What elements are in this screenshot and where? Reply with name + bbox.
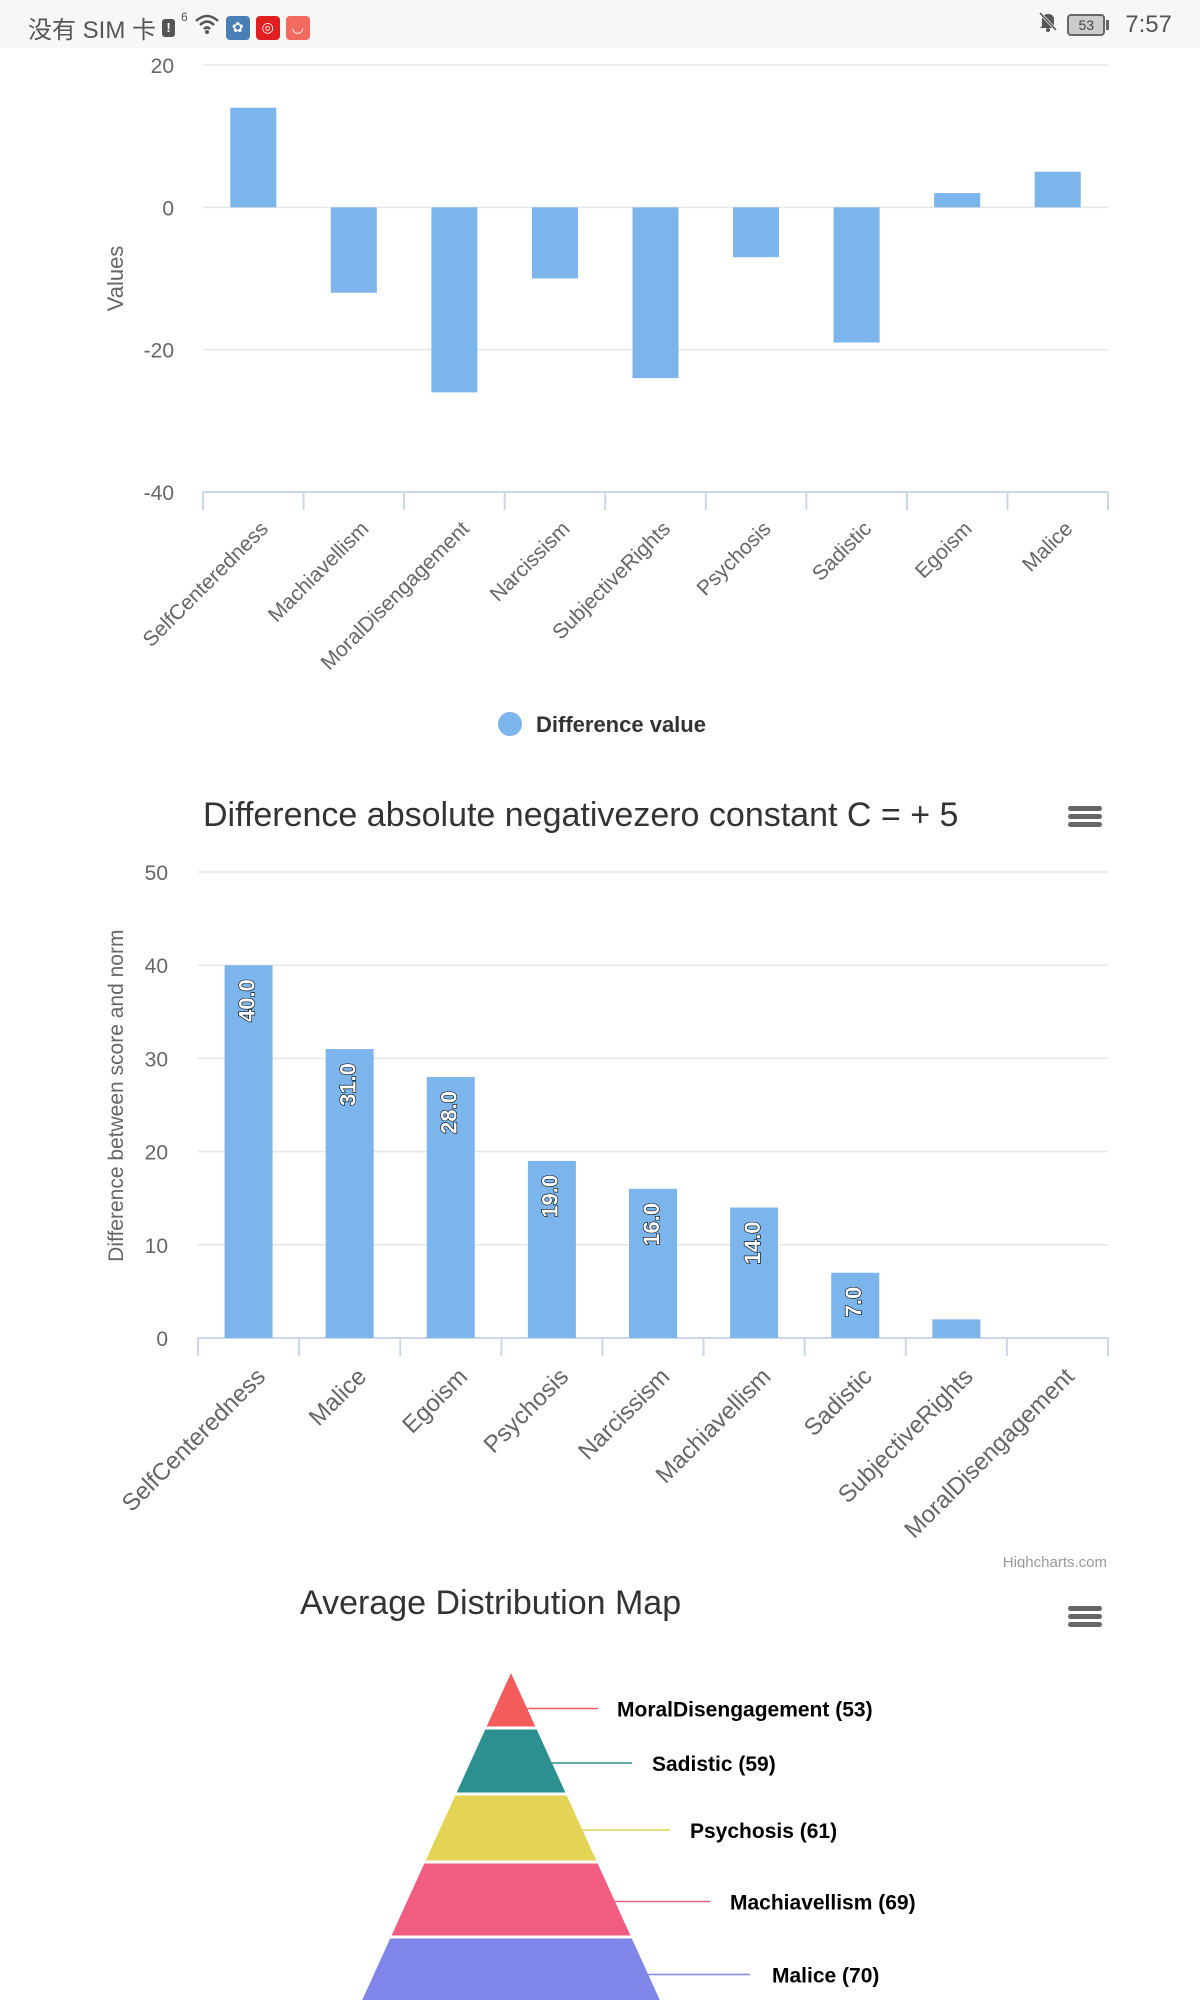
pyramid-label: Sadistic (59) xyxy=(652,1753,776,1776)
chart-title: Average Distribution Map xyxy=(300,1584,681,1622)
bar-SubjectiveRights xyxy=(632,207,679,379)
y-tick-label: -20 xyxy=(144,340,174,363)
x-tick-label: Sadistic xyxy=(799,1363,878,1442)
bar-Egoism xyxy=(934,193,981,208)
y-tick-label: 20 xyxy=(145,1142,168,1165)
data-label: 14.0 xyxy=(740,1222,765,1265)
chart2-menu-button[interactable] xyxy=(1068,803,1102,833)
y-tick-label: 30 xyxy=(145,1048,168,1071)
wifi-icon xyxy=(194,13,220,42)
carrier-text: 没有 SIM 卡 xyxy=(28,17,157,44)
chart-title: Difference absolute negativezero constan… xyxy=(203,796,958,834)
chart3-menu-button[interactable] xyxy=(1068,1603,1102,1633)
bar-Narcissism xyxy=(531,207,578,279)
bar-SelfCenteredness xyxy=(224,965,273,1338)
bar-Malice xyxy=(325,1049,374,1338)
app-icon-netease: ◎ xyxy=(255,15,280,40)
pyramid-segment-Sadistic xyxy=(456,1729,566,1793)
y-tick-label: 0 xyxy=(156,1328,168,1351)
sim-alert-icon: ! xyxy=(162,18,176,37)
legend-item-difference-value: Difference value xyxy=(536,712,706,737)
y-tick-label: -40 xyxy=(144,482,174,505)
pyramid-segment-Psychosis xyxy=(425,1795,597,1861)
data-label: 19.0 xyxy=(538,1175,563,1218)
bar-MoralDisengagement xyxy=(431,207,478,393)
y-axis-title: Difference between score and norm xyxy=(105,930,128,1262)
x-tick-label: Psychosis xyxy=(692,517,775,600)
clock: 7:57 xyxy=(1125,10,1172,38)
bar-Machiavellism xyxy=(730,1207,779,1338)
y-tick-label: 40 xyxy=(145,955,168,978)
x-tick-label: Egoism xyxy=(911,517,977,583)
x-tick-label: Malice xyxy=(1018,517,1077,576)
bar-Egoism xyxy=(426,1077,475,1338)
battery-icon: 53 xyxy=(1067,13,1110,36)
bar-Malice xyxy=(1034,171,1081,208)
bar-Machiavellism xyxy=(330,207,377,293)
x-tick-label: Sadistic xyxy=(808,517,876,585)
data-label: 7.0 xyxy=(841,1287,866,1318)
bar-Narcissism xyxy=(629,1188,677,1338)
bar-Psychosis xyxy=(733,207,780,258)
y-axis-title: Values xyxy=(103,246,128,312)
y-tick-label: 20 xyxy=(151,55,174,78)
network-type: 6 xyxy=(181,10,188,24)
x-tick-label: SelfCenteredness xyxy=(139,517,273,651)
pyramid-segment-Machiavellism xyxy=(391,1863,631,1936)
x-tick-label: Machiavellism xyxy=(264,517,374,627)
pyramid-label: Psychosis (61) xyxy=(690,1820,837,1843)
x-tick-label: SelfCenteredness xyxy=(117,1363,271,1517)
bar-Psychosis xyxy=(527,1160,576,1338)
data-label: 40.0 xyxy=(234,979,259,1022)
legend-marker xyxy=(498,712,522,736)
average-distribution-pyramid: Average Distribution Map MoralDisengageme… xyxy=(300,1584,916,2000)
bar-SubjectiveRights xyxy=(932,1319,981,1338)
app-icon-shop: ◡ xyxy=(285,15,310,40)
x-tick-label: Psychosis xyxy=(479,1363,574,1458)
status-bar: 没有 SIM 卡 ! 6 ✿ ◎ ◡ 53 7:57 xyxy=(0,0,1200,48)
credits-link: Highcharts.com xyxy=(1003,1554,1107,1568)
pyramid-label: Machiavellism (69) xyxy=(730,1892,916,1915)
battery-level: 53 xyxy=(1078,16,1095,33)
data-label: 16.0 xyxy=(639,1203,664,1246)
bar-Sadistic xyxy=(831,1272,880,1338)
bell-off-icon xyxy=(1037,10,1059,39)
data-label: 31.0 xyxy=(335,1063,360,1106)
pyramid-segment-MoralDisengagement xyxy=(486,1673,536,1727)
x-tick-label: Malice xyxy=(304,1363,372,1431)
y-tick-label: 50 xyxy=(145,862,168,885)
difference-value-chart: 200-20-40SelfCenterednessMachiavellismMo… xyxy=(103,55,1109,737)
y-tick-label: 10 xyxy=(145,1235,168,1258)
bar-SelfCenteredness xyxy=(230,107,277,208)
bar-Sadistic xyxy=(833,207,880,343)
pyramid-label: Malice (70) xyxy=(772,1965,879,1988)
difference-absolute-chart: Difference absolute negativezero constan… xyxy=(105,796,1109,1568)
app-icon-blue: ✿ xyxy=(225,15,250,40)
x-tick-label: Narcissism xyxy=(486,517,575,606)
x-tick-label: Egoism xyxy=(397,1363,473,1439)
pyramid-segment-Malice xyxy=(362,1938,660,2000)
x-tick-label: MoralDisengagement xyxy=(899,1363,1080,1544)
pyramid-label: MoralDisengagement (53) xyxy=(617,1699,873,1722)
x-tick-label: Narcissism xyxy=(573,1363,675,1465)
data-label: 28.0 xyxy=(437,1091,462,1134)
y-tick-label: 0 xyxy=(162,197,174,220)
